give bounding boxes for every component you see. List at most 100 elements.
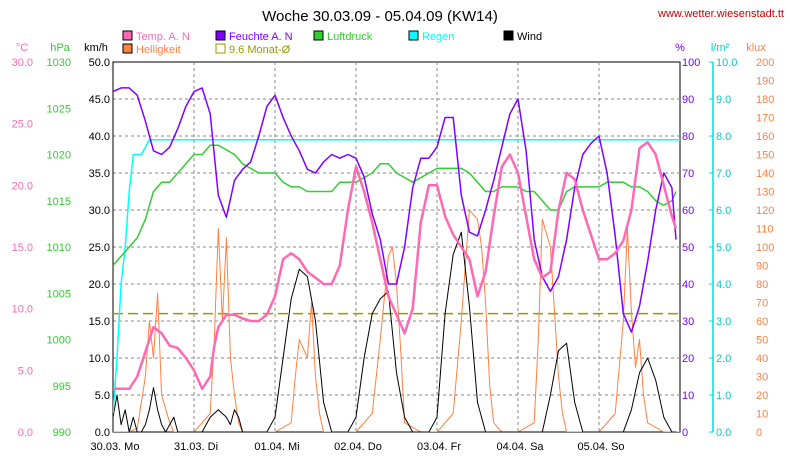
- axis-unit-wind: km/h: [84, 42, 108, 54]
- axis-tick-label-temp: 25.0: [12, 119, 33, 131]
- x-tick-label: 01.04. Mi: [254, 441, 299, 453]
- legend-swatch: [215, 43, 226, 54]
- series-layer: [113, 87, 680, 432]
- axis-unit-light: klux: [746, 42, 766, 54]
- axis-tick-label-light: 110: [756, 224, 774, 236]
- axis-tick-label-rain: 1.0: [716, 390, 731, 402]
- axis-tick-label-humidity: 20: [682, 353, 694, 365]
- axis-tick-label-wind: 40.0: [89, 131, 110, 143]
- legend: Temp. A. N Feuchte A. N Luftdruck Regen Wind…: [122, 30, 542, 56]
- legend-label: Wind: [517, 31, 542, 43]
- axis-tick-label-light: 170: [756, 113, 774, 125]
- source-url: www.wetter.wiesenstadt.tt: [657, 8, 784, 20]
- axis-tick-label-light: 140: [756, 168, 774, 180]
- legend-label: Temp. A. N: [136, 31, 190, 43]
- axis-tick-label-rain: 8.0: [716, 131, 731, 143]
- axis-tick-label-rain: 4.0: [716, 279, 731, 291]
- axis-tick-label-light: 50: [756, 335, 768, 347]
- axis-tick-label-humidity: 0: [682, 427, 688, 439]
- axis-tick-label-pressure: 1010: [47, 242, 71, 254]
- axis-tick-label-light: 20: [756, 390, 768, 402]
- legend-label: Feuchte A. N: [229, 31, 293, 43]
- series-line-humidity: [113, 87, 677, 333]
- axis-tick-label-humidity: 90: [682, 94, 694, 106]
- axis-tick-label-wind: 30.0: [89, 205, 110, 217]
- axis-tick-label-light: 30: [756, 372, 768, 384]
- axis-tick-label-humidity: 80: [682, 131, 694, 143]
- axis-tick-label-pressure: 1020: [47, 150, 71, 162]
- x-tick-label: 31.03. Di: [174, 441, 218, 453]
- series-line-temp: [113, 140, 678, 391]
- legend-swatch: [408, 30, 419, 41]
- axis-tick-label-light: 120: [756, 205, 774, 217]
- axis-tick-label-light: 180: [756, 94, 774, 106]
- axis-tick-label-temp: 0.0: [18, 427, 33, 439]
- legend-swatch: [215, 30, 226, 41]
- x-axis: 30.03. Mo 31.03. Di 01.04. Mi 02.04. Do 03.0…: [91, 441, 625, 453]
- x-tick-label: 05.04. So: [577, 441, 624, 453]
- axis-tick-label-light: 90: [756, 261, 768, 273]
- axis-tick-label-rain: 7.0: [716, 168, 731, 180]
- axis-tick-label-temp: 5.0: [18, 365, 33, 377]
- legend-swatch: [122, 43, 133, 54]
- axis-tick-label-humidity: 30: [682, 316, 694, 328]
- axis-tick-label-rain: 3.0: [716, 316, 731, 328]
- axis-tick-label-light: 150: [756, 150, 774, 162]
- axis-tick-label-humidity: 50: [682, 242, 694, 254]
- axis-tick-label-humidity: 60: [682, 205, 694, 217]
- axis-tick-label-wind: 5.0: [95, 390, 110, 402]
- x-tick-label: 04.04. Sa: [496, 441, 544, 453]
- axis-tick-label-rain: 2.0: [716, 353, 731, 365]
- axis-tick-label-temp: 15.0: [12, 242, 33, 254]
- axis-tick-label-light: 40: [756, 353, 768, 365]
- axis-tick-label-humidity: 10: [682, 390, 694, 402]
- series-line-pressure: [113, 144, 677, 266]
- axis-tick-label-wind: 0.0: [95, 427, 110, 439]
- legend-swatch: [122, 30, 133, 41]
- x-tick-label: 02.04. Do: [334, 441, 382, 453]
- axis-tick-label-light: 190: [756, 76, 774, 88]
- legend-label: 9.6 Monat-Ø: [229, 44, 291, 56]
- axis-tick-label-temp: 20.0: [12, 180, 33, 192]
- axis-tick-label-light: 10: [756, 409, 768, 421]
- legend-swatch: [503, 30, 514, 41]
- legend-swatch: [313, 30, 324, 41]
- axis-tick-label-light: 160: [756, 131, 774, 143]
- axis-unit-humidity: %: [675, 42, 685, 54]
- axis-tick-label-wind: 50.0: [89, 57, 110, 69]
- x-tick-label: 03.04. Fr: [417, 441, 461, 453]
- legend-label: Helligkeit: [136, 44, 181, 56]
- series-line-wind: [113, 231, 676, 432]
- series-line-light: [113, 209, 680, 432]
- axis-tick-label-light: 100: [756, 242, 774, 254]
- axis-tick-label-rain: 0.0: [716, 427, 731, 439]
- legend-label: Regen: [422, 31, 454, 43]
- axis-tick-label-light: 130: [756, 187, 774, 199]
- axis-tick-label-pressure: 1025: [47, 103, 71, 115]
- axis-tick-label-pressure: 990: [53, 427, 71, 439]
- chart-title: Woche 30.03.09 - 05.04.09 (KW14): [262, 8, 498, 25]
- axis-tick-label-light: 70: [756, 298, 768, 310]
- axis-tick-label-wind: 20.0: [89, 279, 110, 291]
- x-tick-label: 30.03. Mo: [91, 441, 140, 453]
- axis-unit-pressure: hPa: [50, 42, 70, 54]
- axis-tick-label-rain: 10.0: [716, 57, 737, 69]
- axis-tick-label-light: 60: [756, 316, 768, 328]
- axis-tick-label-pressure: 995: [53, 381, 71, 393]
- axis-tick-label-pressure: 1015: [47, 196, 71, 208]
- axis-unit-rain: l/m²: [711, 42, 730, 54]
- axis-tick-label-wind: 45.0: [89, 94, 110, 106]
- axis-tick-label-wind: 25.0: [89, 242, 110, 254]
- axis-tick-label-pressure: 1000: [47, 335, 71, 347]
- axis-tick-label-humidity: 70: [682, 168, 694, 180]
- axis-tick-label-rain: 5.0: [716, 242, 731, 254]
- axes: 0.05.010.015.020.025.030.0°C990995100010…: [12, 42, 775, 439]
- axis-tick-label-light: 80: [756, 279, 768, 291]
- axis-tick-label-wind: 10.0: [89, 353, 110, 365]
- axis-tick-label-wind: 35.0: [89, 168, 110, 180]
- axis-tick-label-humidity: 100: [682, 57, 700, 69]
- axis-tick-label-rain: 6.0: [716, 205, 731, 217]
- axis-tick-label-temp: 10.0: [12, 304, 33, 316]
- axis-tick-label-humidity: 40: [682, 279, 694, 291]
- axis-tick-label-rain: 9.0: [716, 94, 731, 106]
